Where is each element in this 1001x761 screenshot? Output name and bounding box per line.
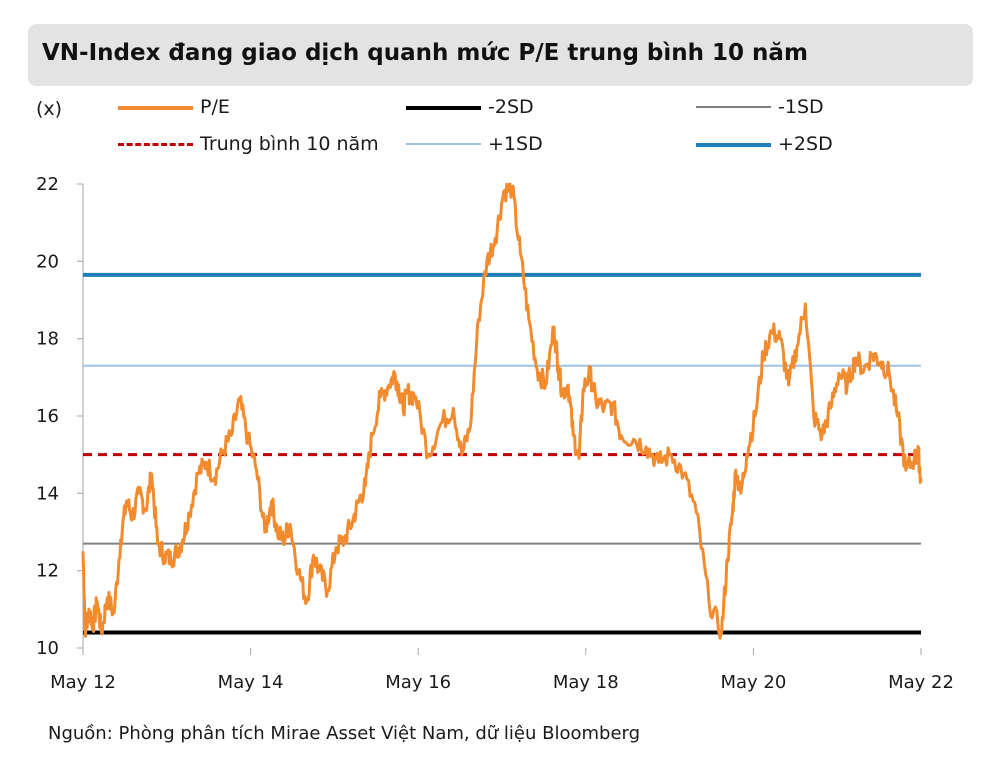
legend-swatch-pe [118,106,193,110]
legend-label-plus-1sd: +1SD [488,133,543,155]
source-note: Nguồn: Phòng phân tích Mirae Asset Việt … [48,723,641,744]
legend-label-minus-1sd: -1SD [778,96,824,118]
title-bar: VN-Index đang giao dịch quanh mức P/E tr… [28,24,973,86]
legend-label-plus-2sd: +2SD [778,133,833,155]
series-line-pe [81,182,923,640]
legend-label-mean: Trung bình 10 năm [200,133,379,155]
y-tick-label: 22 [36,174,59,195]
x-tick-label: May 16 [385,672,451,693]
x-tick-label: May 12 [50,672,116,693]
y-tick-label: 14 [36,483,59,504]
y-tick-label: 10 [36,638,59,659]
x-tick-label: May 14 [218,672,284,693]
x-tick-label: May 18 [553,672,619,693]
legend-label-pe: P/E [200,96,230,118]
legend-label-minus-2sd: -2SD [488,96,534,118]
y-tick-label: 18 [36,329,59,350]
x-tick-label: May 22 [888,672,954,693]
y-tick-label: 12 [36,561,59,582]
legend-swatch-minus-2sd [406,106,481,110]
y-unit-label: (x) [36,98,63,120]
legend-swatch-plus-1sd [406,143,481,145]
legend-swatch-mean [118,143,193,146]
x-tick-label: May 20 [720,672,786,693]
legend-swatch-plus-2sd [696,143,771,147]
y-tick-label: 16 [36,406,59,427]
y-tick-label: 20 [36,251,59,272]
legend-swatch-minus-1sd [696,106,771,108]
chart-title: VN-Index đang giao dịch quanh mức P/E tr… [42,40,808,66]
